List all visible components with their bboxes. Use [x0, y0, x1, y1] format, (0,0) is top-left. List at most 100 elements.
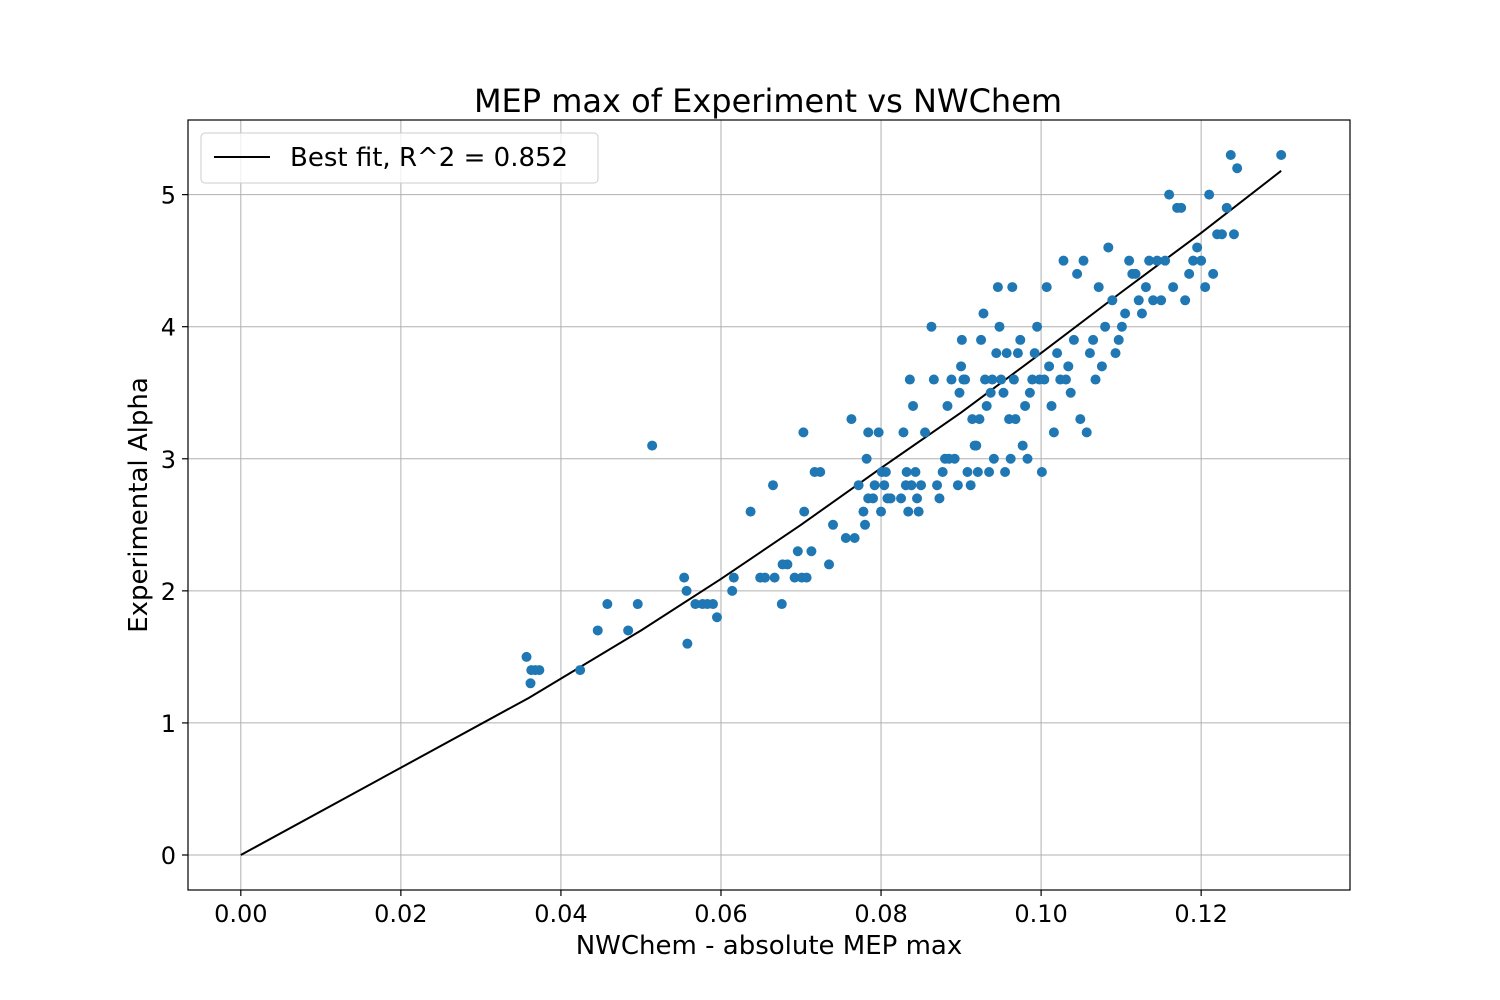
data-point: [868, 493, 879, 504]
data-point: [1103, 242, 1114, 253]
data-point: [1096, 361, 1107, 372]
data-point: [1015, 334, 1026, 345]
data-point: [1124, 255, 1135, 266]
data-point: [521, 651, 532, 662]
data-point: [876, 506, 887, 517]
data-point: [727, 585, 738, 596]
data-point: [534, 665, 545, 676]
data-point: [1228, 229, 1239, 240]
data-point: [974, 414, 985, 425]
data-point: [1113, 334, 1124, 345]
data-point: [1072, 268, 1083, 279]
data-point: [623, 625, 634, 636]
points-layer: [521, 150, 1287, 689]
data-point: [942, 400, 953, 411]
data-point: [896, 493, 907, 504]
data-point: [1012, 348, 1023, 359]
data-point: [904, 374, 915, 385]
data-point: [690, 599, 701, 610]
data-point: [1164, 189, 1175, 200]
data-point: [980, 374, 991, 385]
data-point: [840, 533, 851, 544]
data-point: [1176, 202, 1187, 213]
data-point: [956, 361, 967, 372]
data-point: [1110, 348, 1121, 359]
data-point: [1148, 295, 1159, 306]
y-tick-label: 3: [161, 446, 176, 474]
data-point: [776, 599, 787, 610]
data-point: [954, 387, 965, 398]
data-point: [681, 585, 692, 596]
data-point: [932, 480, 943, 491]
data-point: [901, 466, 912, 477]
data-point: [1060, 374, 1071, 385]
data-point: [1160, 255, 1171, 266]
data-point: [956, 334, 967, 345]
data-point: [885, 493, 896, 504]
axis-ticks: 0.00 0.02 0.04 0.06 0.08 0.10 0.12 0 1 2 3 4 5: [161, 182, 1228, 928]
data-point: [1130, 268, 1141, 279]
data-point: [937, 466, 948, 477]
data-point: [1007, 282, 1018, 293]
y-tick-label: 5: [161, 182, 176, 210]
data-point: [1000, 466, 1011, 477]
grid-lines: [188, 120, 1350, 890]
data-point: [962, 466, 973, 477]
data-point: [1075, 414, 1086, 425]
data-point: [1078, 255, 1089, 266]
data-point: [934, 493, 945, 504]
data-point: [602, 599, 613, 610]
data-point: [745, 506, 756, 517]
data-point: [1196, 255, 1207, 266]
x-tick-label: 0.02: [374, 900, 427, 928]
y-tick-label: 0: [161, 842, 176, 870]
data-point: [972, 466, 983, 477]
data-point: [1017, 440, 1028, 451]
data-point: [798, 427, 809, 438]
data-point: [1188, 255, 1199, 266]
data-point: [1084, 348, 1095, 359]
data-point: [575, 665, 586, 676]
data-point: [1039, 374, 1050, 385]
data-point: [1204, 189, 1215, 200]
data-point: [711, 612, 722, 623]
data-point: [1093, 282, 1104, 293]
data-point: [1116, 321, 1127, 332]
data-point: [1168, 282, 1179, 293]
data-point: [525, 678, 536, 689]
y-tick-label: 2: [161, 578, 176, 606]
data-point: [860, 519, 871, 530]
x-tick-label: 0.06: [694, 900, 747, 928]
data-point: [1225, 150, 1236, 160]
data-point: [1133, 295, 1144, 306]
x-tick-label: 0.04: [534, 900, 587, 928]
data-point: [952, 480, 963, 491]
data-point: [906, 480, 917, 491]
legend: Best fit, R^2 = 0.852: [200, 132, 599, 184]
data-point: [1052, 348, 1063, 359]
data-point: [728, 572, 739, 583]
data-point: [792, 546, 803, 557]
data-point: [926, 321, 937, 332]
data-point: [632, 599, 643, 610]
data-point: [988, 453, 999, 464]
data-point: [965, 480, 976, 491]
data-point: [1221, 202, 1232, 213]
data-point: [873, 427, 884, 438]
data-point: [768, 480, 778, 491]
data-point: [1107, 295, 1118, 306]
data-point: [928, 374, 939, 385]
data-point: [1027, 374, 1038, 385]
data-point: [1100, 321, 1111, 332]
y-tick-label: 1: [161, 710, 176, 738]
data-point: [707, 599, 718, 610]
data-point: [976, 334, 987, 345]
data-point: [1208, 268, 1219, 279]
data-point: [985, 387, 996, 398]
data-point: [1216, 229, 1227, 240]
data-point: [846, 414, 857, 425]
data-point: [1032, 321, 1043, 332]
data-point: [991, 348, 1002, 359]
data-point: [1010, 414, 1021, 425]
